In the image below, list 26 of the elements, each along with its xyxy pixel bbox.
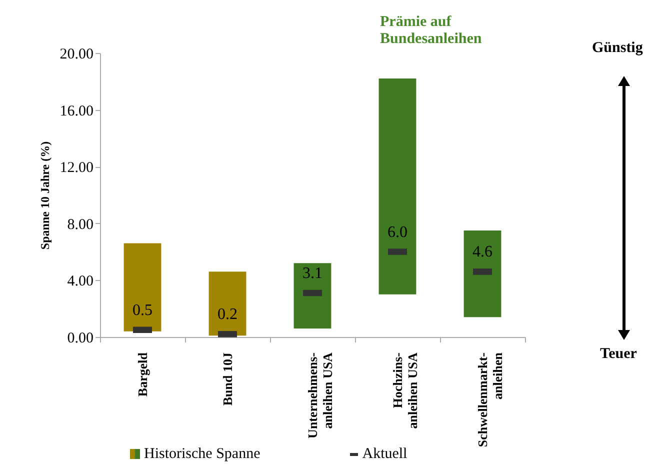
bar <box>378 78 416 294</box>
bar <box>294 263 332 328</box>
y-tick-label: 4.00 <box>67 274 94 290</box>
text: Teuer <box>600 346 637 363</box>
y-tick-label: 16.00 <box>60 103 94 120</box>
data-label: 6.0 <box>388 224 408 241</box>
x-tick-label: Bund 10J <box>220 352 235 406</box>
bar <box>464 230 502 318</box>
text: Prämie auf Bundesanleihen <box>380 14 483 48</box>
y-tick-label: 0.00 <box>67 330 94 346</box>
legend-label: Historische Spanne <box>144 446 260 462</box>
legend-label: Aktuell <box>362 446 408 462</box>
x-tick-label: Schwellenmarkt- anleihen <box>475 352 505 448</box>
text: Günstig <box>592 40 643 57</box>
data-label: 3.1 <box>302 264 322 282</box>
y-tick-label: 20.00 <box>60 46 94 62</box>
x-tick-label: Bargeld <box>135 352 150 397</box>
y-tick-label: 8.00 <box>67 216 94 233</box>
bar <box>208 272 246 336</box>
x-tick-label: Unternehmens- anleihen USA <box>305 352 335 438</box>
data-label: 0.2 <box>218 306 238 324</box>
data-label: 0.5 <box>132 302 152 319</box>
y-tick-label: 12.00 <box>60 160 94 176</box>
data-label: 4.6 <box>472 244 492 261</box>
bar <box>124 243 162 332</box>
y-axis-title: Spanne 10 Jahre (%) <box>38 141 52 250</box>
